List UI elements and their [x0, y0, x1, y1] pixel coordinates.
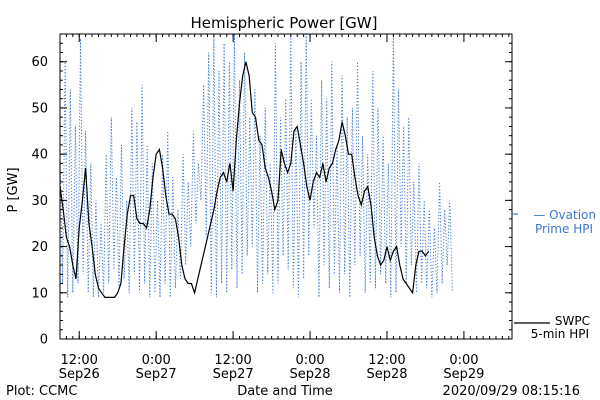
y-tick-label: 40	[31, 148, 48, 163]
series-line-ovation-prime	[60, 34, 453, 298]
footer-timestamp: 2020/09/29 08:15:16	[443, 384, 580, 399]
x-tick-label-time: 0:00	[142, 353, 171, 368]
x-tick-label-time: 12:00	[214, 353, 251, 368]
x-tick-label-date: Sep27	[213, 367, 254, 382]
legend-ovation-label-line2: Prime HPI	[535, 222, 593, 236]
y-tick-label: 0	[40, 333, 48, 348]
legend-swpc-label-line1: SWPC	[555, 314, 590, 328]
y-axis-label: P [GW]	[6, 167, 21, 212]
y-tick-label: 60	[31, 55, 48, 70]
x-tick-label-date: Sep28	[290, 367, 331, 382]
x-tick-label-time: 12:00	[60, 353, 97, 368]
y-tick-label: 30	[31, 194, 48, 209]
chart-title: Hemispheric Power [GW]	[191, 14, 378, 32]
series-layer	[60, 34, 453, 298]
legend-swpc-label-line2: 5-min HPI	[531, 327, 589, 341]
series-line-swpc	[60, 61, 430, 298]
x-tick-label-time: 0:00	[449, 353, 478, 368]
y-tick-label: 10	[31, 286, 48, 301]
x-tick-label-time: 12:00	[368, 353, 405, 368]
x-tick-label-date: Sep27	[136, 367, 177, 382]
x-tick-label-date: Sep28	[366, 367, 407, 382]
x-tick-label-date: Sep26	[59, 367, 100, 382]
x-tick-label-date: Sep29	[443, 367, 484, 382]
legend-ovation-label-line1: — Ovation	[533, 208, 596, 222]
x-tick-label-time: 0:00	[295, 353, 324, 368]
x-axis-label: Date and Time	[237, 384, 333, 399]
footer-left-label: Plot: CCMC	[6, 384, 77, 399]
y-tick-label: 20	[31, 240, 48, 255]
axis-layer: 010203040506012:00Sep260:00Sep2712:00Sep…	[31, 33, 518, 382]
plot-frame	[59, 33, 513, 340]
y-tick-label: 50	[31, 101, 48, 116]
